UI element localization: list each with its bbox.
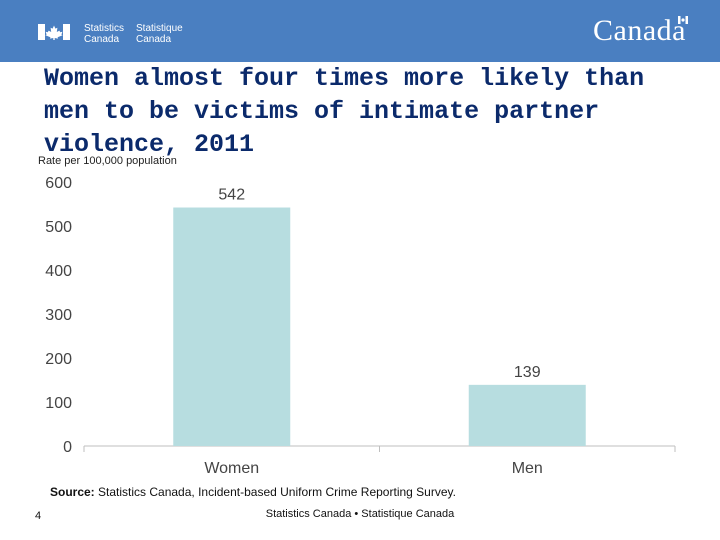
y-axis-title: Rate per 100,000 population xyxy=(38,155,177,167)
org-fr-line1: Statistique xyxy=(136,23,183,34)
bar xyxy=(173,207,291,446)
y-tick-label: 300 xyxy=(45,307,72,324)
y-tick-label: 400 xyxy=(45,263,72,280)
bar-value-label: 139 xyxy=(514,364,541,381)
org-en-line2: Canada xyxy=(84,34,120,45)
wordmark-text: Canada xyxy=(593,14,686,47)
y-tick-label: 600 xyxy=(45,175,72,192)
org-fr-line2: Canada xyxy=(136,34,172,45)
source-note: Source: Statistics Canada, Incident-base… xyxy=(50,485,456,499)
bar xyxy=(468,384,586,446)
y-tick-label: 200 xyxy=(45,351,72,368)
org-name-french: Statistique Canada xyxy=(136,23,183,45)
footer-label: Statistics Canada • Statistique Canada xyxy=(265,508,455,520)
y-tick-label: 500 xyxy=(45,219,72,236)
page-number: 4 xyxy=(35,510,42,522)
y-tick-label: 0 xyxy=(63,439,72,456)
source-text: Statistics Canada, Incident-based Unifor… xyxy=(94,485,456,499)
x-category-label: Men xyxy=(512,460,543,477)
source-label: Source: xyxy=(50,485,95,499)
slide-title: Women almost four times more likely than… xyxy=(44,64,645,159)
header-banner: Statistics Canada Statistique Canada Can… xyxy=(0,0,720,62)
bar-value-label: 542 xyxy=(218,187,245,204)
canada-wordmark: Canada xyxy=(593,14,688,48)
x-category-label: Women xyxy=(204,460,259,477)
org-name-english: Statistics Canada xyxy=(84,23,124,45)
wordmark-flag-icon xyxy=(678,16,688,24)
canada-flag-icon xyxy=(38,24,70,40)
org-en-line1: Statistics xyxy=(84,23,125,34)
y-tick-label: 100 xyxy=(45,395,72,412)
